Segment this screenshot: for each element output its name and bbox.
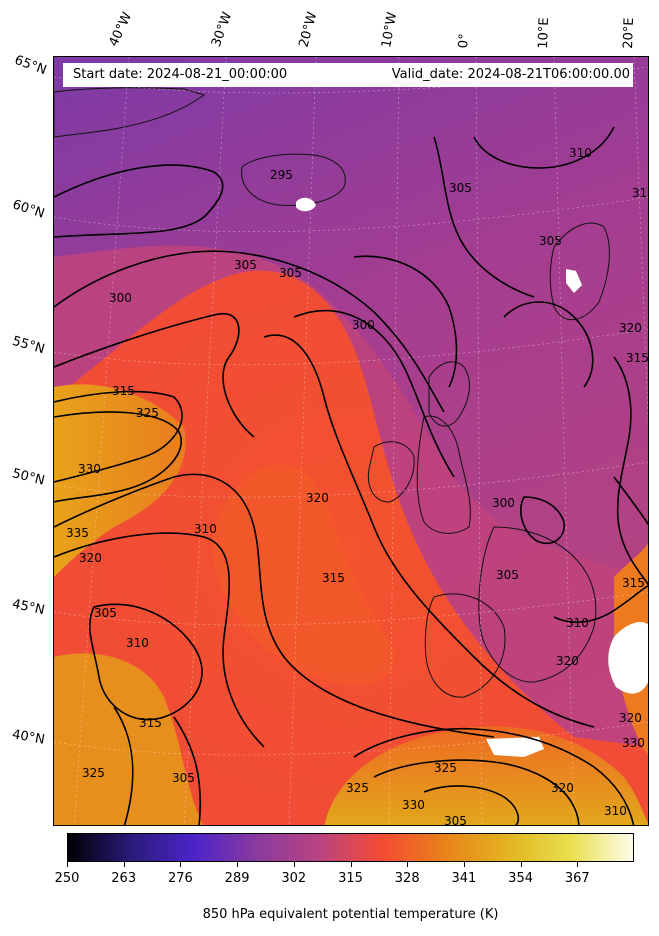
lat-label-65n: 65°N <box>12 52 49 79</box>
contour-label: 305 <box>496 568 519 582</box>
contour-label: 305 <box>279 266 302 280</box>
colorbar-tick <box>293 862 295 867</box>
lat-label-55n: 55°N <box>10 333 47 358</box>
contour-label: 320 <box>619 711 642 725</box>
contour-label: 310 <box>194 522 217 536</box>
colorbar-tick <box>520 862 522 867</box>
lon-label-40w: 40°W <box>106 10 136 49</box>
hot-west <box>54 384 186 577</box>
colorbar-tick-label: 341 <box>451 871 477 886</box>
lon-label-10w: 10°W <box>379 11 401 50</box>
britain-coast <box>416 415 471 534</box>
colorbar-tick <box>237 862 239 867</box>
colorbar-tick-label: 302 <box>281 871 307 886</box>
contour-label: 315 <box>139 716 162 730</box>
contour-label: 320 <box>306 491 329 505</box>
colorbar-tick <box>463 862 465 867</box>
colorbar-tick-label: 250 <box>54 871 80 886</box>
lon-label-0: 0° <box>456 32 473 49</box>
contour-label-group: 295 305 305 305 310 300 305 300 315 325 … <box>66 146 649 826</box>
contour-label: 330 <box>622 736 645 750</box>
contour-label: 305 <box>539 234 562 248</box>
contour-label: 325 <box>346 781 369 795</box>
graticule <box>54 57 648 825</box>
lat-label-40n: 40°N <box>10 727 46 748</box>
contour-label: 310 <box>632 186 649 200</box>
terrain-masks <box>296 197 648 757</box>
contour-label: 300 <box>109 291 132 305</box>
start-date-label: Start date: 2024-08-21_00:00:00 <box>73 67 288 82</box>
map-panel[interactable]: 295 305 305 305 310 300 305 300 315 325 … <box>53 56 649 826</box>
colorbar-tick <box>407 862 409 867</box>
atlas-mask <box>486 737 544 757</box>
lat-label-50n: 50°N <box>10 466 47 489</box>
ireland-coast <box>367 441 415 503</box>
contour-label: 325 <box>136 406 159 420</box>
europe-coast <box>478 526 597 683</box>
contour-label: 305 <box>94 606 117 620</box>
contour-label: 335 <box>66 526 89 540</box>
coastlines <box>54 87 610 698</box>
contour-label: 305 <box>449 181 472 195</box>
contour-label: 320 <box>556 654 579 668</box>
colorbar-tick <box>577 862 579 867</box>
contour-label: 330 <box>402 798 425 812</box>
lat-label-60n: 60°N <box>10 197 47 222</box>
contour-lines <box>54 126 648 825</box>
contour-label: 315 <box>626 351 649 365</box>
contour-label: 305 <box>444 814 467 826</box>
colorbar-tick-label: 276 <box>167 871 193 886</box>
colorbar-title: 850 hPa equivalent potential temperature… <box>202 907 499 922</box>
colorbar-tick-label: 354 <box>508 871 534 886</box>
contour-label: 315 <box>322 571 345 585</box>
colorbar-tick-label: 328 <box>394 871 420 886</box>
iceland-coast <box>241 153 346 206</box>
contour-label: 320 <box>619 321 642 335</box>
contour-label: 310 <box>126 636 149 650</box>
alps-mask <box>608 622 648 694</box>
contour-label: 305 <box>234 258 257 272</box>
contour-label: 320 <box>79 551 102 565</box>
lat-label-45n: 45°N <box>10 596 46 619</box>
contour-label: 310 <box>566 616 589 630</box>
colorbar-tick <box>180 862 182 867</box>
colorbar-tick <box>350 862 352 867</box>
contour-label: 310 <box>604 804 627 818</box>
theta-e-field: 295 305 305 305 310 300 305 300 315 325 … <box>54 57 649 826</box>
contour-label: 300 <box>352 318 375 332</box>
contour-label: 315 <box>112 384 135 398</box>
contour-label: 330 <box>78 462 101 476</box>
colorbar-tick-label: 263 <box>111 871 137 886</box>
lon-label-10e: 10°E <box>536 17 553 49</box>
greenland-coast <box>54 87 206 138</box>
colorbar-tick-label: 289 <box>224 871 250 886</box>
lon-label-30w: 30°W <box>208 10 236 49</box>
lon-label-20w: 20°W <box>296 10 321 49</box>
contour-label: 315 <box>622 576 645 590</box>
norway-coast <box>549 222 610 321</box>
contour-label: 325 <box>434 761 457 775</box>
tongue-inner <box>212 464 395 686</box>
warm-tongue <box>54 270 648 825</box>
colorbar <box>67 833 634 862</box>
colorbar-tick <box>67 862 68 867</box>
contour-label: 305 <box>172 771 195 785</box>
contour-label: 295 <box>270 168 293 182</box>
contour-label: 300 <box>492 496 515 510</box>
norway-mask <box>566 269 582 293</box>
scotland-coast <box>428 361 470 427</box>
lon-label-20e: 20°E <box>621 17 638 49</box>
contour-label: 320 <box>551 781 574 795</box>
header-info-bar: Start date: 2024-08-21_00:00:00 Valid_da… <box>63 63 633 87</box>
contour-label: 310 <box>569 146 592 160</box>
colorbar-tick <box>123 862 125 867</box>
contour-label: 325 <box>82 766 105 780</box>
colorbar-tick-label: 367 <box>564 871 590 886</box>
colorbar-tick-label: 315 <box>338 871 363 886</box>
valid-date-label: Valid_date: 2024-08-21T06:00:00.00 <box>391 67 630 82</box>
iberia-coast <box>424 593 506 698</box>
